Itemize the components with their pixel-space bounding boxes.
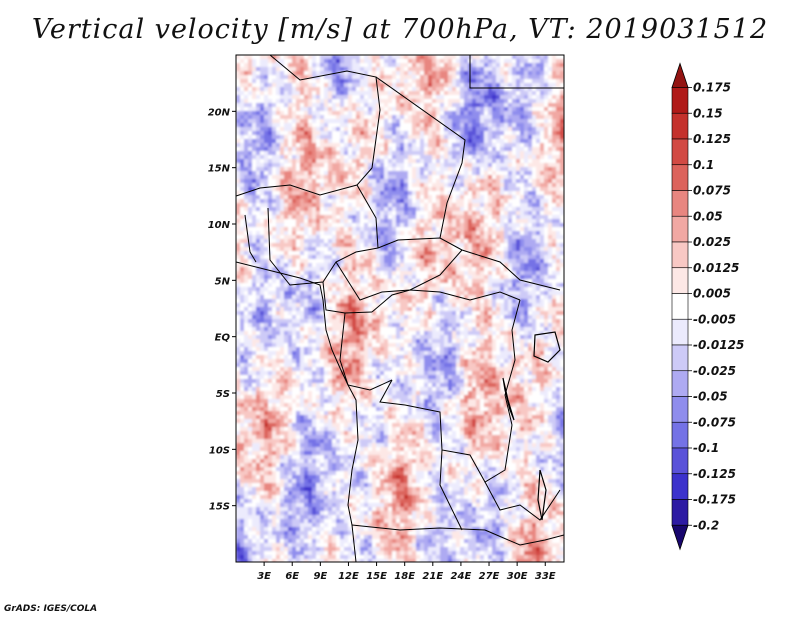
x-tick-label: 30E [507, 571, 528, 582]
colorbar-label: -0.0125 [693, 338, 744, 352]
x-tick-label: 6E [285, 571, 299, 582]
colorbar-label: -0.05 [693, 390, 728, 404]
y-tick-label: 10S [209, 445, 230, 456]
colorbar-segment [671, 473, 689, 500]
colorbar-segment [671, 267, 689, 294]
colorbar-segment [671, 318, 689, 346]
x-tick-label: 3E [257, 571, 271, 582]
colorbar-label: 0.0125 [693, 261, 739, 275]
colorbar-segment [671, 241, 689, 269]
x-tick-label: 24E [451, 571, 472, 582]
x-tick-label: 21E [422, 571, 443, 582]
colorbar-segment [671, 370, 689, 397]
colorbar-label: -0.075 [693, 415, 736, 429]
colorbar-segment [671, 421, 689, 449]
border-cameroon-chad [377, 237, 463, 251]
map-axes: 3E 6E 9E 12E 15E 18E 21E 24E 27E 30E 33E 20N 15N 10N 5… [208, 107, 556, 582]
colorbar-label: -0.1 [693, 441, 719, 455]
colorbar-label: 0.15 [693, 106, 723, 120]
colorbar-segment [671, 344, 689, 372]
colorbar-segment [671, 447, 689, 475]
x-tick-label: 9E [313, 571, 327, 582]
y-tick-label: 20N [208, 107, 231, 118]
border-chad-north [375, 76, 466, 239]
chart-title: Vertical velocity [m/s] at 700hPa, VT: 2… [31, 14, 769, 45]
country-borders [236, 55, 564, 562]
x-tick-label: 12E [338, 571, 359, 582]
colorbar-label: -0.025 [693, 364, 736, 378]
border-algeria-libya [269, 55, 381, 169]
colorbar-cap-bottom [671, 524, 689, 551]
colorbar-cap-top [671, 62, 689, 88]
border-car [335, 249, 463, 301]
y-tick-label: 15N [208, 164, 231, 175]
border-libya-egypt [469, 55, 564, 89]
y-tick-label: 5S [216, 389, 230, 400]
border-drc-north [371, 289, 521, 313]
colorbar-label: 0.125 [693, 132, 731, 146]
colorbar-segment [671, 396, 689, 423]
colorbar-segment [671, 293, 689, 320]
colorbar-label: 0.175 [693, 81, 731, 95]
velocity-field [236, 55, 564, 562]
border-south [484, 529, 564, 546]
colorbar-segment [671, 87, 689, 114]
y-tick-label: 5N [215, 276, 231, 287]
colorbar-label: 0.075 [693, 184, 731, 198]
colorbar-segment [671, 215, 689, 243]
y-tick-label: 10N [208, 220, 231, 231]
x-tick-label: 27E [479, 571, 500, 582]
colorbar-label: 0.025 [693, 235, 731, 249]
colorbar-label: -0.005 [693, 312, 736, 326]
border-drc-east [504, 299, 521, 426]
colorbar-label: -0.175 [693, 493, 736, 507]
x-tick-label: 18E [394, 571, 415, 582]
coast-atlantic [236, 261, 359, 562]
colorbar-segment [671, 138, 689, 166]
map-frame [235, 54, 565, 563]
border-cameroon-gabon [322, 281, 373, 314]
colorbar-label: 0.005 [693, 287, 731, 301]
x-tick-label: 15E [366, 571, 387, 582]
border-niger-chad [356, 167, 379, 249]
colorbar-segment [671, 499, 689, 526]
border-sahel-west [236, 184, 358, 197]
border-angola-zambia [439, 449, 463, 531]
grads-credit: GrADS: IGES/COLA [4, 604, 98, 614]
colorbar-label: -0.125 [693, 467, 736, 481]
border-benin [244, 214, 257, 263]
lake-victoria [533, 331, 561, 363]
lake-tanganyika [502, 377, 515, 421]
border-angola-namibia [351, 524, 486, 531]
lake-malawi [537, 469, 547, 521]
colorbar-segment [671, 112, 689, 140]
colorbar-label: 0.1 [693, 158, 714, 172]
y-tick-label: 15S [209, 502, 230, 513]
colorbar: 0.175 0.15 0.125 0.1 0.075 0.05 0.025 0.0125 0.0… [671, 62, 744, 551]
colorbar-segment [671, 164, 689, 191]
x-tick-label: 33E [535, 571, 556, 582]
colorbar-segment [671, 190, 689, 217]
y-tick-label: EQ [215, 333, 231, 344]
colorbar-label: -0.2 [693, 518, 719, 532]
colorbar-label: 0.05 [693, 209, 723, 223]
border-sudan-ss [461, 249, 561, 291]
border-zambia [484, 481, 561, 521]
